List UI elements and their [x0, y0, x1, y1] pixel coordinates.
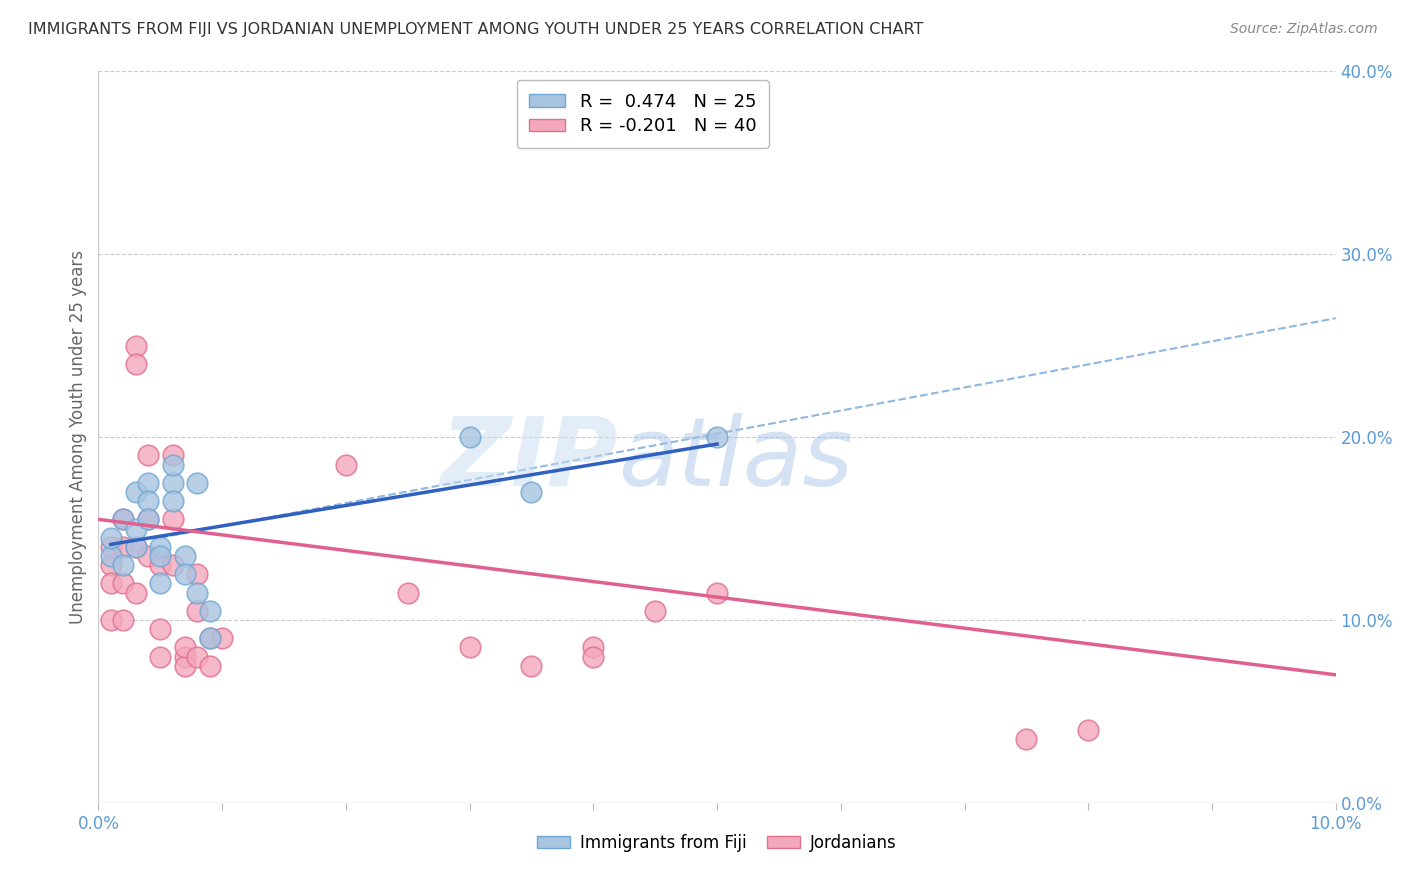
Point	[124, 540, 146, 554]
Point	[162, 475, 184, 490]
Point	[124, 338, 146, 352]
Point	[186, 649, 208, 664]
Point	[174, 649, 197, 664]
Point	[582, 640, 605, 655]
Point	[112, 576, 135, 591]
Point	[520, 485, 543, 500]
Point	[136, 475, 159, 490]
Point	[149, 540, 172, 554]
Point	[124, 585, 146, 599]
Point	[136, 449, 159, 463]
Point	[149, 558, 172, 573]
Point	[198, 658, 221, 673]
Point	[706, 430, 728, 444]
Point	[335, 458, 357, 472]
Point	[112, 558, 135, 573]
Point	[112, 613, 135, 627]
Point	[100, 549, 122, 563]
Point	[162, 458, 184, 472]
Point	[136, 549, 159, 563]
Point	[162, 512, 184, 526]
Point	[186, 567, 208, 582]
Point	[162, 558, 184, 573]
Point	[396, 585, 419, 599]
Point	[174, 640, 197, 655]
Point	[149, 549, 172, 563]
Point	[186, 604, 208, 618]
Y-axis label: Unemployment Among Youth under 25 years: Unemployment Among Youth under 25 years	[69, 250, 87, 624]
Point	[520, 658, 543, 673]
Point	[124, 357, 146, 371]
Text: IMMIGRANTS FROM FIJI VS JORDANIAN UNEMPLOYMENT AMONG YOUTH UNDER 25 YEARS CORREL: IMMIGRANTS FROM FIJI VS JORDANIAN UNEMPL…	[28, 22, 924, 37]
Point	[198, 604, 221, 618]
Point	[174, 549, 197, 563]
Point	[112, 540, 135, 554]
Point	[458, 640, 481, 655]
Text: atlas: atlas	[619, 412, 853, 506]
Point	[100, 576, 122, 591]
Point	[112, 512, 135, 526]
Point	[582, 649, 605, 664]
Point	[1077, 723, 1099, 737]
Point	[162, 494, 184, 508]
Point	[174, 567, 197, 582]
Point	[174, 658, 197, 673]
Point	[186, 585, 208, 599]
Point	[149, 649, 172, 664]
Point	[1015, 731, 1038, 746]
Point	[136, 512, 159, 526]
Text: ZIP: ZIP	[440, 412, 619, 506]
Point	[149, 576, 172, 591]
Point	[100, 540, 122, 554]
Point	[186, 475, 208, 490]
Point	[149, 622, 172, 636]
Point	[198, 632, 221, 646]
Point	[211, 632, 233, 646]
Text: Source: ZipAtlas.com: Source: ZipAtlas.com	[1230, 22, 1378, 37]
Point	[136, 512, 159, 526]
Point	[112, 512, 135, 526]
Point	[100, 531, 122, 545]
Point	[136, 494, 159, 508]
Point	[100, 558, 122, 573]
Point	[124, 485, 146, 500]
Point	[644, 604, 666, 618]
Point	[458, 430, 481, 444]
Point	[706, 585, 728, 599]
Point	[198, 632, 221, 646]
Point	[124, 521, 146, 535]
Point	[162, 449, 184, 463]
Legend: Immigrants from Fiji, Jordanians: Immigrants from Fiji, Jordanians	[529, 826, 905, 860]
Point	[100, 613, 122, 627]
Point	[124, 540, 146, 554]
